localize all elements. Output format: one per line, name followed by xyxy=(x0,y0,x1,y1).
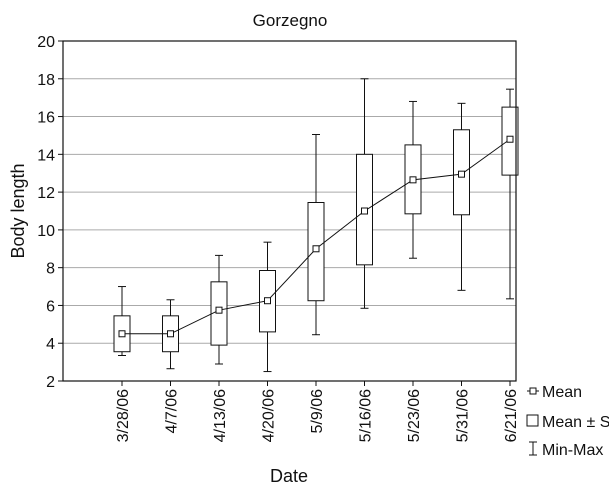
y-tick-label: 16 xyxy=(37,110,55,127)
legend: Mean Mean ± SD Min-Max xyxy=(526,384,609,459)
mean-marker xyxy=(215,306,223,314)
mean-marker xyxy=(458,170,465,178)
mean-marker xyxy=(118,330,126,338)
legend-sd-symbol xyxy=(526,414,539,427)
x-tick-label: 4/7/06 xyxy=(164,389,181,434)
legend-label: Mean xyxy=(542,384,582,401)
y-tick-label: 6 xyxy=(46,298,55,315)
x-tick-label: 6/21/06 xyxy=(503,389,520,442)
x-tick-label: 4/13/06 xyxy=(212,389,229,442)
x-tick-label: 3/28/06 xyxy=(115,389,132,442)
x-tick-label: 5/23/06 xyxy=(406,389,423,442)
gridlines xyxy=(63,78,516,344)
legend-label: Min-Max xyxy=(542,442,603,459)
x-axis-label: Date xyxy=(270,466,308,486)
y-tick-label: 18 xyxy=(37,72,55,89)
mean-marker xyxy=(506,135,514,143)
mean-marker xyxy=(264,297,271,305)
mean-markers xyxy=(118,135,514,338)
y-tick-label: 2 xyxy=(46,374,55,391)
mean-marker xyxy=(312,245,320,253)
y-tick-label: 20 xyxy=(37,34,55,51)
mean-marker xyxy=(167,330,174,338)
legend-label: Mean ± SD xyxy=(542,414,609,431)
y-tick-label: 4 xyxy=(46,336,55,353)
y-tick-label: 8 xyxy=(46,261,55,278)
mean-marker xyxy=(409,176,417,184)
plot-frame xyxy=(62,40,517,382)
x-tick-label: 5/16/06 xyxy=(358,389,375,442)
x-tick-label: 5/9/06 xyxy=(309,389,326,434)
y-tick-label: 10 xyxy=(37,223,55,240)
x-tick-label: 5/31/06 xyxy=(455,389,472,442)
chart-title: Gorzegno xyxy=(253,11,328,30)
x-axis-ticks: 3/28/06 4/7/06 4/13/06 4/20/06 5/9/06 5/16/06… xyxy=(115,381,520,442)
legend-mean-symbol xyxy=(529,387,537,395)
mean-marker xyxy=(361,207,368,215)
y-tick-label: 12 xyxy=(37,185,55,202)
y-tick-label: 14 xyxy=(37,147,55,164)
y-axis-ticks: 2 4 6 8 10 12 14 16 18 20 xyxy=(37,34,63,391)
x-tick-label: 4/20/06 xyxy=(261,389,278,442)
y-axis-label: Body length xyxy=(8,163,28,258)
